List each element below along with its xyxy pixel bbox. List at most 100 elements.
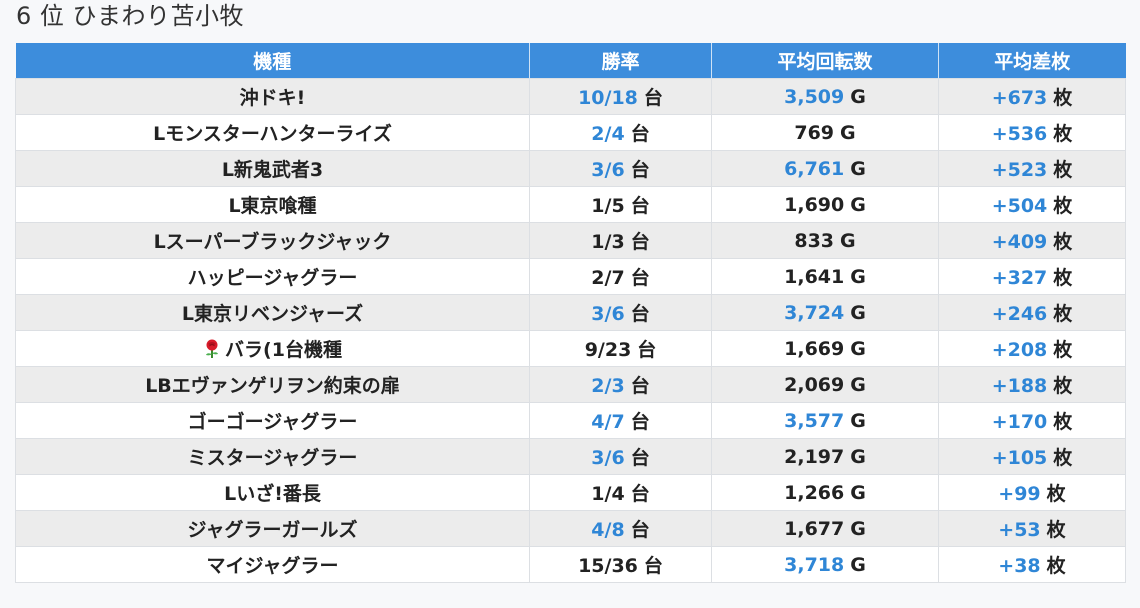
page-title: 6 位 ひまわり苫小牧 (16, 2, 245, 30)
table-row: L東京喰種 1/5 台 1,690 G +504 枚 (15, 186, 1126, 223)
avg-diff-unit: 枚 (1053, 375, 1073, 397)
avg-spins-value: 1,641 (784, 265, 845, 288)
machine-name-cell[interactable]: L東京喰種 (15, 186, 530, 223)
avg-diff-value: +188 (991, 375, 1048, 397)
machine-name-cell[interactable]: Lいざ!番長 (15, 474, 530, 511)
avg-diff-unit: 枚 (1053, 195, 1073, 217)
avg-spins-value: 3,718 (784, 553, 845, 576)
avg-diff-unit: 枚 (1053, 267, 1073, 289)
avg-diff-value: +523 (991, 159, 1048, 181)
machine-name-cell[interactable]: LBエヴァンゲリヲン約束の扉 (15, 366, 530, 403)
machine-name: L東京喰種 (228, 195, 317, 217)
machine-name-cell[interactable]: バラ(1台機種 (15, 330, 530, 367)
avg-spins-cell: 1,677 G (711, 510, 939, 547)
avg-diff-unit: 枚 (1053, 339, 1073, 361)
win-rate-cell: 9/23 台 (529, 330, 712, 367)
table-row: マイジャグラー 15/36 台 3,718 G +38 枚 (15, 546, 1126, 583)
avg-spins-value: 3,577 (784, 409, 845, 432)
win-rate-value: 4/7 (591, 411, 625, 433)
table-row: ミスタージャグラー 3/6 台 2,197 G +105 枚 (15, 438, 1126, 475)
avg-spins-unit: G (850, 373, 866, 396)
table-row: Lスーパーブラックジャック 1/3 台 833 G +409 枚 (15, 222, 1126, 259)
machine-name-cell[interactable]: L東京リベンジャーズ (15, 294, 530, 331)
win-rate-unit: 台 (630, 303, 650, 325)
win-rate-unit: 台 (630, 411, 650, 433)
win-rate-value: 15/36 (578, 555, 638, 577)
machine-name-cell[interactable]: ジャグラーガールズ (15, 510, 530, 547)
avg-diff-unit: 枚 (1053, 303, 1073, 325)
win-rate-value: 4/8 (591, 519, 625, 541)
avg-spins-cell: 1,641 G (711, 258, 939, 295)
avg-spins-value: 833 (794, 229, 835, 252)
table-row: ゴーゴージャグラー 4/7 台 3,577 G +170 枚 (15, 402, 1126, 439)
avg-diff-unit: 枚 (1053, 159, 1073, 181)
win-rate-unit: 台 (643, 87, 663, 109)
win-rate-value: 3/6 (591, 303, 625, 325)
avg-spins-cell: 2,197 G (711, 438, 939, 475)
avg-spins-value: 1,677 (784, 517, 845, 540)
avg-spins-unit: G (850, 553, 866, 576)
win-rate-cell: 4/7 台 (529, 402, 712, 439)
avg-spins-value: 1,690 (784, 193, 845, 216)
avg-spins-value: 2,197 (784, 445, 845, 468)
avg-diff-cell: +99 枚 (938, 474, 1126, 511)
header-avg-diff[interactable]: 平均差枚 (938, 43, 1126, 79)
avg-diff-unit: 枚 (1053, 87, 1073, 109)
avg-diff-cell: +246 枚 (938, 294, 1126, 331)
win-rate-value: 3/6 (591, 159, 625, 181)
avg-diff-value: +105 (991, 447, 1048, 469)
avg-diff-value: +673 (991, 87, 1048, 109)
machine-name-cell[interactable]: 沖ドキ! (15, 78, 530, 115)
avg-spins-cell: 3,509 G (711, 78, 939, 115)
avg-spins-unit: G (850, 445, 866, 468)
win-rate-unit: 台 (637, 339, 657, 361)
machine-name: 沖ドキ! (239, 87, 306, 109)
table-row: 沖ドキ! 10/18 台 3,509 G +673 枚 (15, 78, 1126, 115)
avg-spins-cell: 3,577 G (711, 402, 939, 439)
avg-diff-value: +536 (991, 123, 1048, 145)
avg-diff-cell: +53 枚 (938, 510, 1126, 547)
header-avg-spins[interactable]: 平均回転数 (711, 43, 939, 79)
win-rate-unit: 台 (630, 267, 650, 289)
win-rate-cell: 2/4 台 (529, 114, 712, 151)
avg-spins-value: 6,761 (784, 157, 845, 180)
rose-icon (206, 339, 219, 358)
avg-diff-value: +170 (991, 411, 1048, 433)
machine-name: Lモンスターハンターライズ (153, 123, 392, 145)
avg-spins-value: 1,266 (784, 481, 845, 504)
avg-spins-cell: 769 G (711, 114, 939, 151)
machine-name-cell[interactable]: Lモンスターハンターライズ (15, 114, 530, 151)
win-rate-value: 3/6 (591, 447, 625, 469)
avg-spins-unit: G (850, 265, 866, 288)
avg-spins-value: 1,669 (784, 337, 845, 360)
win-rate-unit: 台 (630, 519, 650, 541)
machine-name-cell[interactable]: Lスーパーブラックジャック (15, 222, 530, 259)
win-rate-unit: 台 (643, 555, 663, 577)
avg-diff-value: +504 (991, 195, 1048, 217)
header-machine[interactable]: 機種 (15, 43, 530, 79)
machine-name-cell[interactable]: ゴーゴージャグラー (15, 402, 530, 439)
avg-diff-unit: 枚 (1053, 411, 1073, 433)
avg-diff-value: +409 (991, 231, 1048, 253)
header-win-rate[interactable]: 勝率 (529, 43, 712, 79)
machine-name: Lいざ!番長 (224, 483, 321, 505)
win-rate-unit: 台 (630, 231, 650, 253)
avg-diff-cell: +327 枚 (938, 258, 1126, 295)
machine-name: ハッピージャグラー (187, 267, 358, 289)
avg-diff-value: +327 (991, 267, 1048, 289)
avg-spins-cell: 3,718 G (711, 546, 939, 583)
win-rate-value: 2/7 (591, 267, 625, 289)
machine-name: L東京リベンジャーズ (181, 303, 364, 325)
machine-name-cell[interactable]: マイジャグラー (15, 546, 530, 583)
avg-spins-unit: G (840, 121, 856, 144)
avg-diff-value: +38 (998, 555, 1041, 577)
avg-diff-unit: 枚 (1053, 123, 1073, 145)
machine-name: L新鬼武者3 (221, 159, 324, 181)
avg-diff-value: +246 (991, 303, 1048, 325)
machine-name-cell[interactable]: L新鬼武者3 (15, 150, 530, 187)
avg-diff-cell: +523 枚 (938, 150, 1126, 187)
win-rate-cell: 1/4 台 (529, 474, 712, 511)
machine-name-cell[interactable]: ハッピージャグラー (15, 258, 530, 295)
win-rate-cell: 2/7 台 (529, 258, 712, 295)
machine-name-cell[interactable]: ミスタージャグラー (15, 438, 530, 475)
